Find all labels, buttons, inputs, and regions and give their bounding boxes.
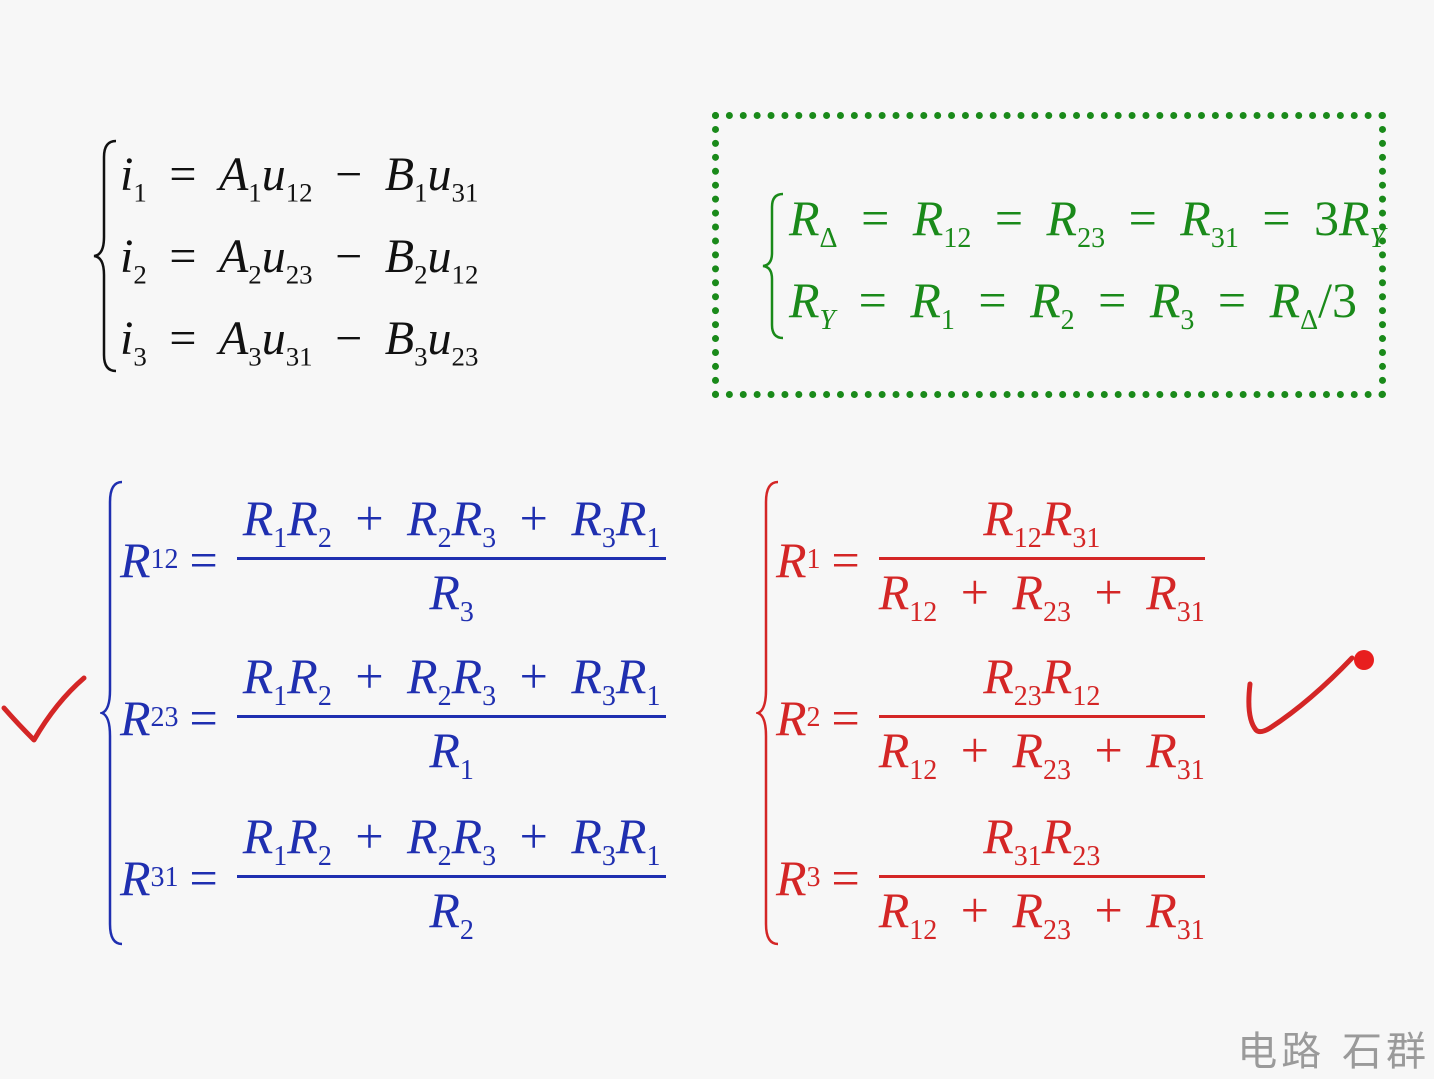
y-to-delta-formulas: R 12 = R1R2 + R2R3 + R3R1 R3 R 23 = R1R2 +… xyxy=(100,478,667,948)
current-eq-3: i3 = A3u31 − B3u23 xyxy=(120,312,479,372)
checkmark-icon xyxy=(1246,650,1374,735)
equivalence-line-1: RΔ = R12 = R23 = R31 = 3RY xyxy=(789,190,1386,254)
fraction: R1R2 + R2R3 + R3R1 R2 xyxy=(236,810,667,945)
y-to-delta-eq-2: R 23 = R1R2 + R2R3 + R3R1 R1 xyxy=(120,650,667,785)
left-brace-icon xyxy=(756,480,779,946)
left-brace-icon xyxy=(762,192,784,340)
left-brace-icon xyxy=(100,480,123,946)
equivalence-line-2: RY = R1 = R2 = R3 = RΔ/3 xyxy=(789,272,1358,336)
fraction: R31R23 R12 + R23 + R31 xyxy=(878,808,1205,946)
current-eq-1: i1 = A1u12 − B1u31 xyxy=(120,148,479,208)
current-equations: i1 = A1u12 − B1u31 i2 = A2u23 − B2u12 i3… xyxy=(92,137,512,375)
y-to-delta-eq-3: R 31 = R1R2 + R2R3 + R3R1 R2 xyxy=(120,810,667,945)
fraction: R12R31 R12 + R23 + R31 xyxy=(878,490,1205,628)
equivalence-box: RΔ = R12 = R23 = R31 = 3RY RY = R1 = R2 … xyxy=(712,112,1386,398)
left-brace-icon xyxy=(93,139,117,373)
watermark: 电路 石群 xyxy=(1237,1029,1430,1075)
fraction: R1R2 + R2R3 + R3R1 R1 xyxy=(236,650,667,785)
current-eq-2: i2 = A2u23 − B2u12 xyxy=(120,230,479,290)
fraction: R1R2 + R2R3 + R3R1 R3 xyxy=(236,492,667,627)
fraction: R23R12 R12 + R23 + R31 xyxy=(878,648,1205,786)
y-to-delta-eq-1: R 12 = R1R2 + R2R3 + R3R1 R3 xyxy=(120,492,667,627)
checkmark-icon xyxy=(1,675,87,743)
